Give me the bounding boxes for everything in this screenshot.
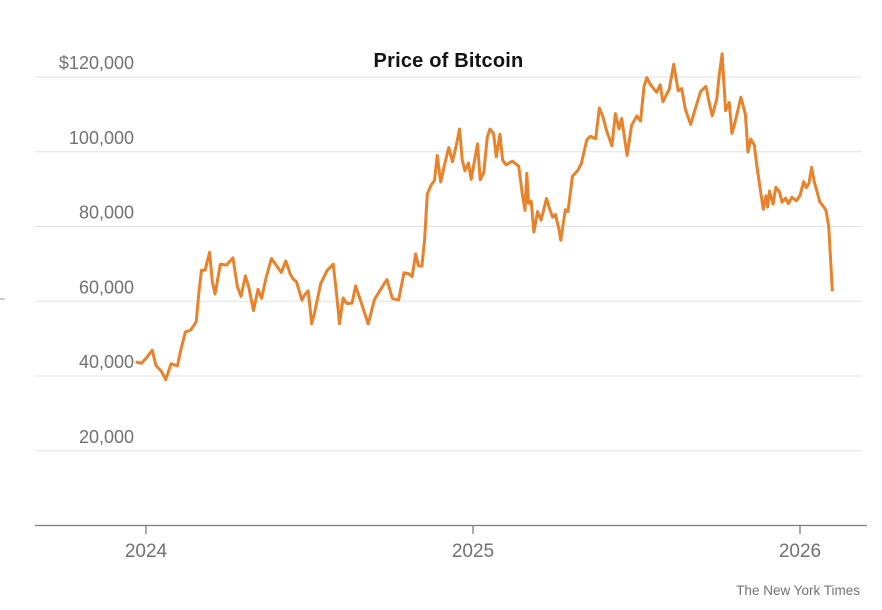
x-axis-label-2025: 2025 bbox=[452, 541, 494, 562]
y-axis-label-120000: $120,000 bbox=[59, 53, 134, 73]
x-axis-label-2024: 2024 bbox=[125, 541, 168, 562]
price-line bbox=[135, 52, 834, 382]
source-credit: The New York Times bbox=[736, 583, 860, 598]
x-axis-label-2026: 2026 bbox=[779, 541, 821, 562]
y-axis-label-100000: 100,000 bbox=[69, 128, 134, 148]
y-axis-label-40000: 40,000 bbox=[79, 352, 134, 372]
y-axis-label-60000: 60,000 bbox=[79, 277, 134, 297]
chart-title: Price of Bitcoin bbox=[373, 50, 524, 72]
y-axis-label-20000: 20,000 bbox=[79, 427, 134, 447]
left-edge-mark bbox=[0, 298, 5, 300]
y-axis-label-80000: 80,000 bbox=[79, 203, 134, 223]
